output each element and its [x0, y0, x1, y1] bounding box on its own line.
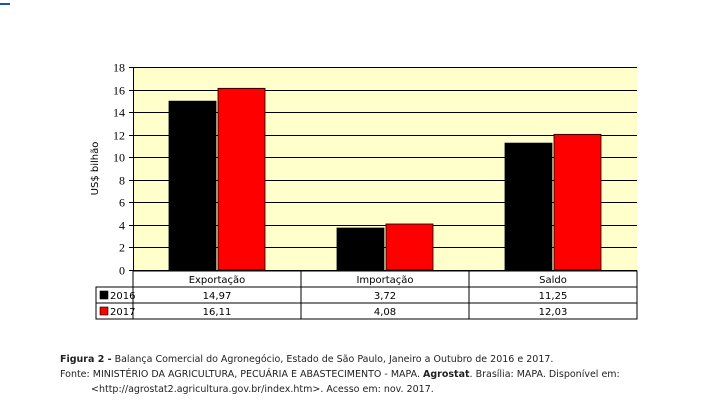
data-label: 11,25	[539, 291, 568, 302]
y-tick-label: 6	[119, 196, 125, 210]
bar-2016	[336, 227, 385, 271]
bar-2016	[504, 142, 553, 271]
y-tick-label: 8	[119, 174, 125, 188]
data-label: 14,97	[203, 291, 232, 302]
y-tick-label: 0	[119, 264, 125, 278]
bar-2017	[553, 133, 602, 271]
legend-label: 2016	[110, 291, 135, 302]
bar-2016	[168, 100, 217, 271]
y-tick-label: 10	[113, 151, 125, 165]
plot-area	[133, 67, 637, 270]
data-label: 4,08	[374, 307, 396, 318]
figure-label: Figura 2 -	[60, 354, 112, 365]
figure-text: Balança Comercial do Agronegócio, Estado…	[111, 354, 554, 365]
top-link-underline	[0, 3, 10, 5]
figure-caption: Figura 2 - Balança Comercial do Agronegó…	[60, 352, 700, 397]
y-tick-label: 18	[113, 61, 125, 75]
bar-chart: 0 2 4 6 8 10 12 14 16 18 US$ bilhão Exportação Impor…	[90, 61, 638, 320]
y-tick-label: 14	[113, 106, 125, 120]
legend-swatch-2017	[99, 306, 109, 316]
data-label: 3,72	[374, 291, 396, 302]
y-tick-label: 4	[119, 219, 125, 233]
source-url: <http://agrostat2.agricultura.gov.br/ind…	[91, 384, 434, 395]
y-tick-label: 16	[113, 84, 125, 98]
legend-swatch-2016	[99, 290, 109, 300]
bar-2017	[217, 87, 266, 271]
y-axis-label: US$ bilhão	[90, 142, 101, 196]
category-label: Importação	[356, 275, 413, 286]
data-label: 16,11	[203, 307, 232, 318]
y-tick-label: 12	[113, 129, 125, 143]
y-tick-label: 2	[119, 241, 125, 255]
table-row-2017	[95, 302, 638, 320]
source-suffix: . Brasília: MAPA. Disponível em:	[469, 369, 620, 380]
category-label: Exportação	[189, 275, 246, 286]
data-label: 12,03	[539, 307, 568, 318]
legend-label: 2017	[110, 307, 135, 318]
bar-2017	[385, 223, 434, 271]
source-prefix: Fonte: MINISTÉRIO DA AGRICULTURA, PECUÁR…	[60, 369, 424, 380]
source-bold: Agrostat	[423, 369, 470, 380]
category-label: Saldo	[539, 275, 567, 286]
